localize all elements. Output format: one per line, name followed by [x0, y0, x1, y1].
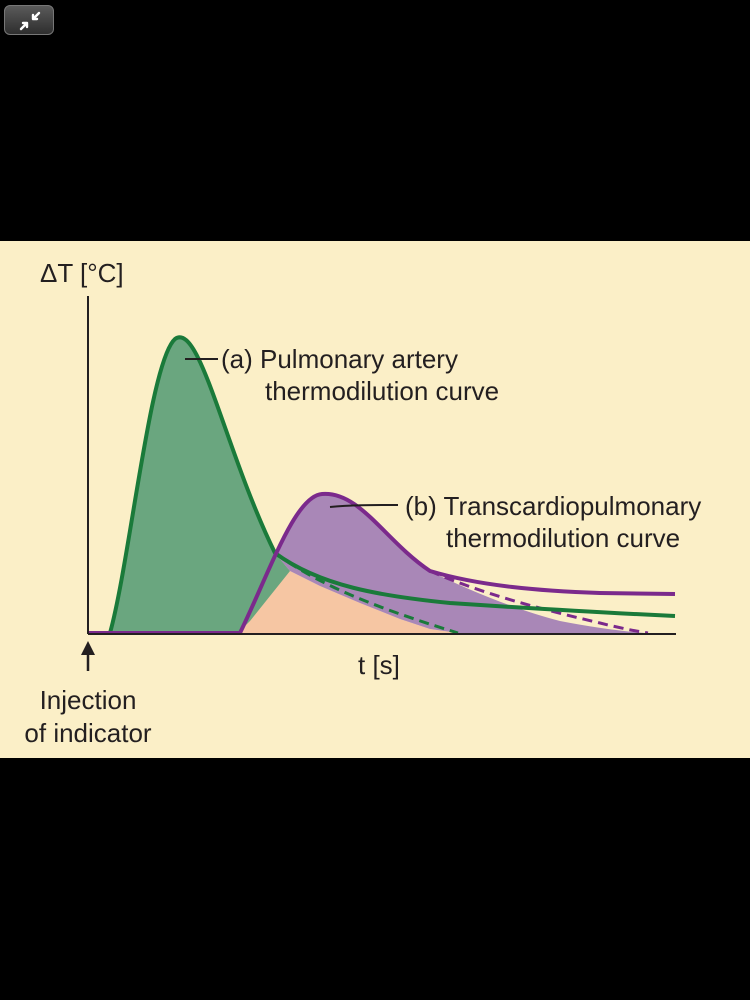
injection-label-line1: Injection: [40, 685, 137, 715]
curve-a-line: [88, 335, 676, 635]
curve-a-label-line2: thermodilution curve: [265, 376, 499, 406]
curve-b-extrapolation: [429, 569, 649, 635]
collapse-button[interactable]: [4, 5, 54, 35]
figure-background: [0, 241, 750, 758]
curve-a-label-line1: (a) Pulmonary artery: [221, 344, 458, 374]
curve-a-fill: [110, 337, 290, 633]
injection-arrow-icon: [81, 641, 95, 655]
x-axis-label: t [s]: [358, 650, 400, 680]
y-axis-label: ΔT [°C]: [40, 258, 124, 288]
collapse-arrows-icon: [19, 11, 41, 31]
curve-b-label-line1: (b) Transcardiopulmonary: [405, 491, 701, 521]
thermodilution-diagram: ΔT [°C] t [s] (a) Pulmonary artery therm…: [0, 241, 750, 758]
injection-label-line2: of indicator: [24, 718, 152, 748]
curve-b-leader: [329, 504, 399, 508]
curve-b-fill: [240, 493, 645, 633]
thermodilution-figure: ΔT [°C] t [s] (a) Pulmonary artery therm…: [0, 241, 750, 758]
curve-b-label-line2: thermodilution curve: [446, 523, 680, 553]
overlap-fill: [238, 553, 458, 633]
curve-b-line: [88, 491, 676, 635]
